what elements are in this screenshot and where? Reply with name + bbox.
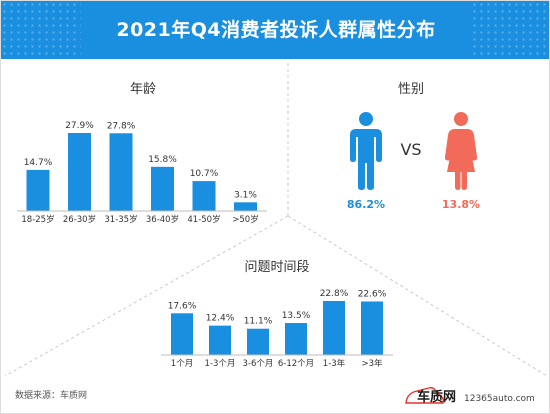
title-banner: 2021年Q4消费者投诉人群属性分布 — [1, 1, 549, 59]
age-tick-label-2: 31-35岁 — [104, 214, 137, 225]
page-title: 2021年Q4消费者投诉人群属性分布 — [116, 19, 436, 41]
period-bar-5 — [361, 301, 383, 355]
age-chart: 年龄 14.7% 27.9% 27.8% 15.8% 10.7% 3.1% 18-25岁 2… — [17, 82, 267, 225]
period-value-label-5: 22.6% — [358, 289, 387, 299]
age-bar-4 — [192, 181, 216, 211]
period-bar-4 — [323, 301, 345, 355]
divider-left-diagonal — [4, 215, 289, 377]
age-bar-2 — [109, 133, 133, 211]
period-tick-label-5: >3年 — [361, 358, 383, 369]
age-value-label-0: 14.7% — [24, 158, 53, 168]
period-value-label-4: 22.8% — [320, 289, 349, 299]
age-bar-0 — [26, 169, 50, 211]
age-bar-3 — [151, 166, 174, 211]
period-tick-label-0: 1个月 — [171, 359, 193, 369]
female-percentage: 13.8% — [442, 198, 480, 211]
age-value-label-5: 3.1% — [234, 190, 257, 200]
gender-chart: 性别 VS 86.2% 13.8% — [347, 82, 480, 211]
age-value-label-4: 10.7% — [190, 169, 219, 179]
period-bar-3 — [285, 323, 307, 355]
period-chart: 问题时间段 17.6% 12.4% 11.1% 13.5% 22.8% 22.6% 1个月… — [161, 260, 393, 369]
dot-pattern-left — [1, 1, 81, 59]
period-bar-2 — [247, 328, 269, 355]
period-value-label-0: 17.6% — [168, 301, 197, 311]
age-ticks: 18-25岁 26-30岁 31-35岁 36-40岁 41-50岁 >50岁 — [21, 214, 258, 225]
period-value-label-1: 12.4% — [206, 314, 235, 324]
age-bars: 14.7% 27.9% 27.8% 15.8% 10.7% 3.1% — [24, 121, 257, 211]
age-chart-title: 年龄 — [130, 82, 156, 97]
age-value-label-2: 27.8% — [107, 121, 136, 131]
age-tick-label-4: 41-50岁 — [187, 214, 220, 225]
male-percentage: 86.2% — [347, 198, 385, 211]
female-person-icon — [444, 112, 478, 190]
age-tick-label-3: 36-40岁 — [146, 214, 179, 225]
footer: 数据来源：车质网 车质网 12365auto.com — [15, 387, 535, 405]
age-value-label-3: 15.8% — [148, 155, 177, 165]
gender-chart-title: 性别 — [398, 82, 424, 97]
period-chart-title: 问题时间段 — [244, 260, 309, 275]
period-bars: 17.6% 12.4% 11.1% 13.5% 22.8% 22.6% — [168, 289, 387, 355]
dot-pattern-right — [471, 1, 549, 59]
age-value-label-1: 27.9% — [65, 121, 94, 131]
period-value-label-3: 13.5% — [282, 311, 311, 321]
brand-logo: 车质网 12365auto.com — [405, 387, 535, 405]
period-tick-label-3: 6-12个月 — [278, 359, 314, 369]
period-ticks: 1个月 1-3个月 3-6个月 6-12个月 1-3年 >3年 — [171, 358, 383, 369]
period-tick-label-4: 1-3年 — [323, 358, 346, 369]
age-bar-5 — [234, 202, 257, 211]
logo-text: 车质网 — [417, 389, 456, 405]
period-tick-label-1: 1-3个月 — [205, 359, 236, 369]
age-tick-label-5: >50岁 — [232, 214, 258, 225]
source-note: 数据来源：车质网 — [15, 389, 87, 401]
car-logo-icon — [405, 387, 445, 404]
age-tick-label-1: 26-30岁 — [63, 214, 96, 225]
vs-label: VS — [400, 140, 421, 159]
period-bar-0 — [171, 313, 193, 355]
site-url: 12365auto.com — [464, 394, 535, 404]
age-tick-label-0: 18-25岁 — [21, 214, 54, 225]
age-bar-1 — [68, 133, 91, 211]
period-bar-1 — [209, 325, 231, 355]
period-value-label-2: 11.1% — [244, 317, 273, 327]
section-dividers — [4, 63, 548, 377]
period-tick-label-2: 3-6个月 — [243, 359, 274, 369]
male-person-icon — [350, 112, 382, 190]
divider-right-diagonal — [287, 215, 548, 377]
